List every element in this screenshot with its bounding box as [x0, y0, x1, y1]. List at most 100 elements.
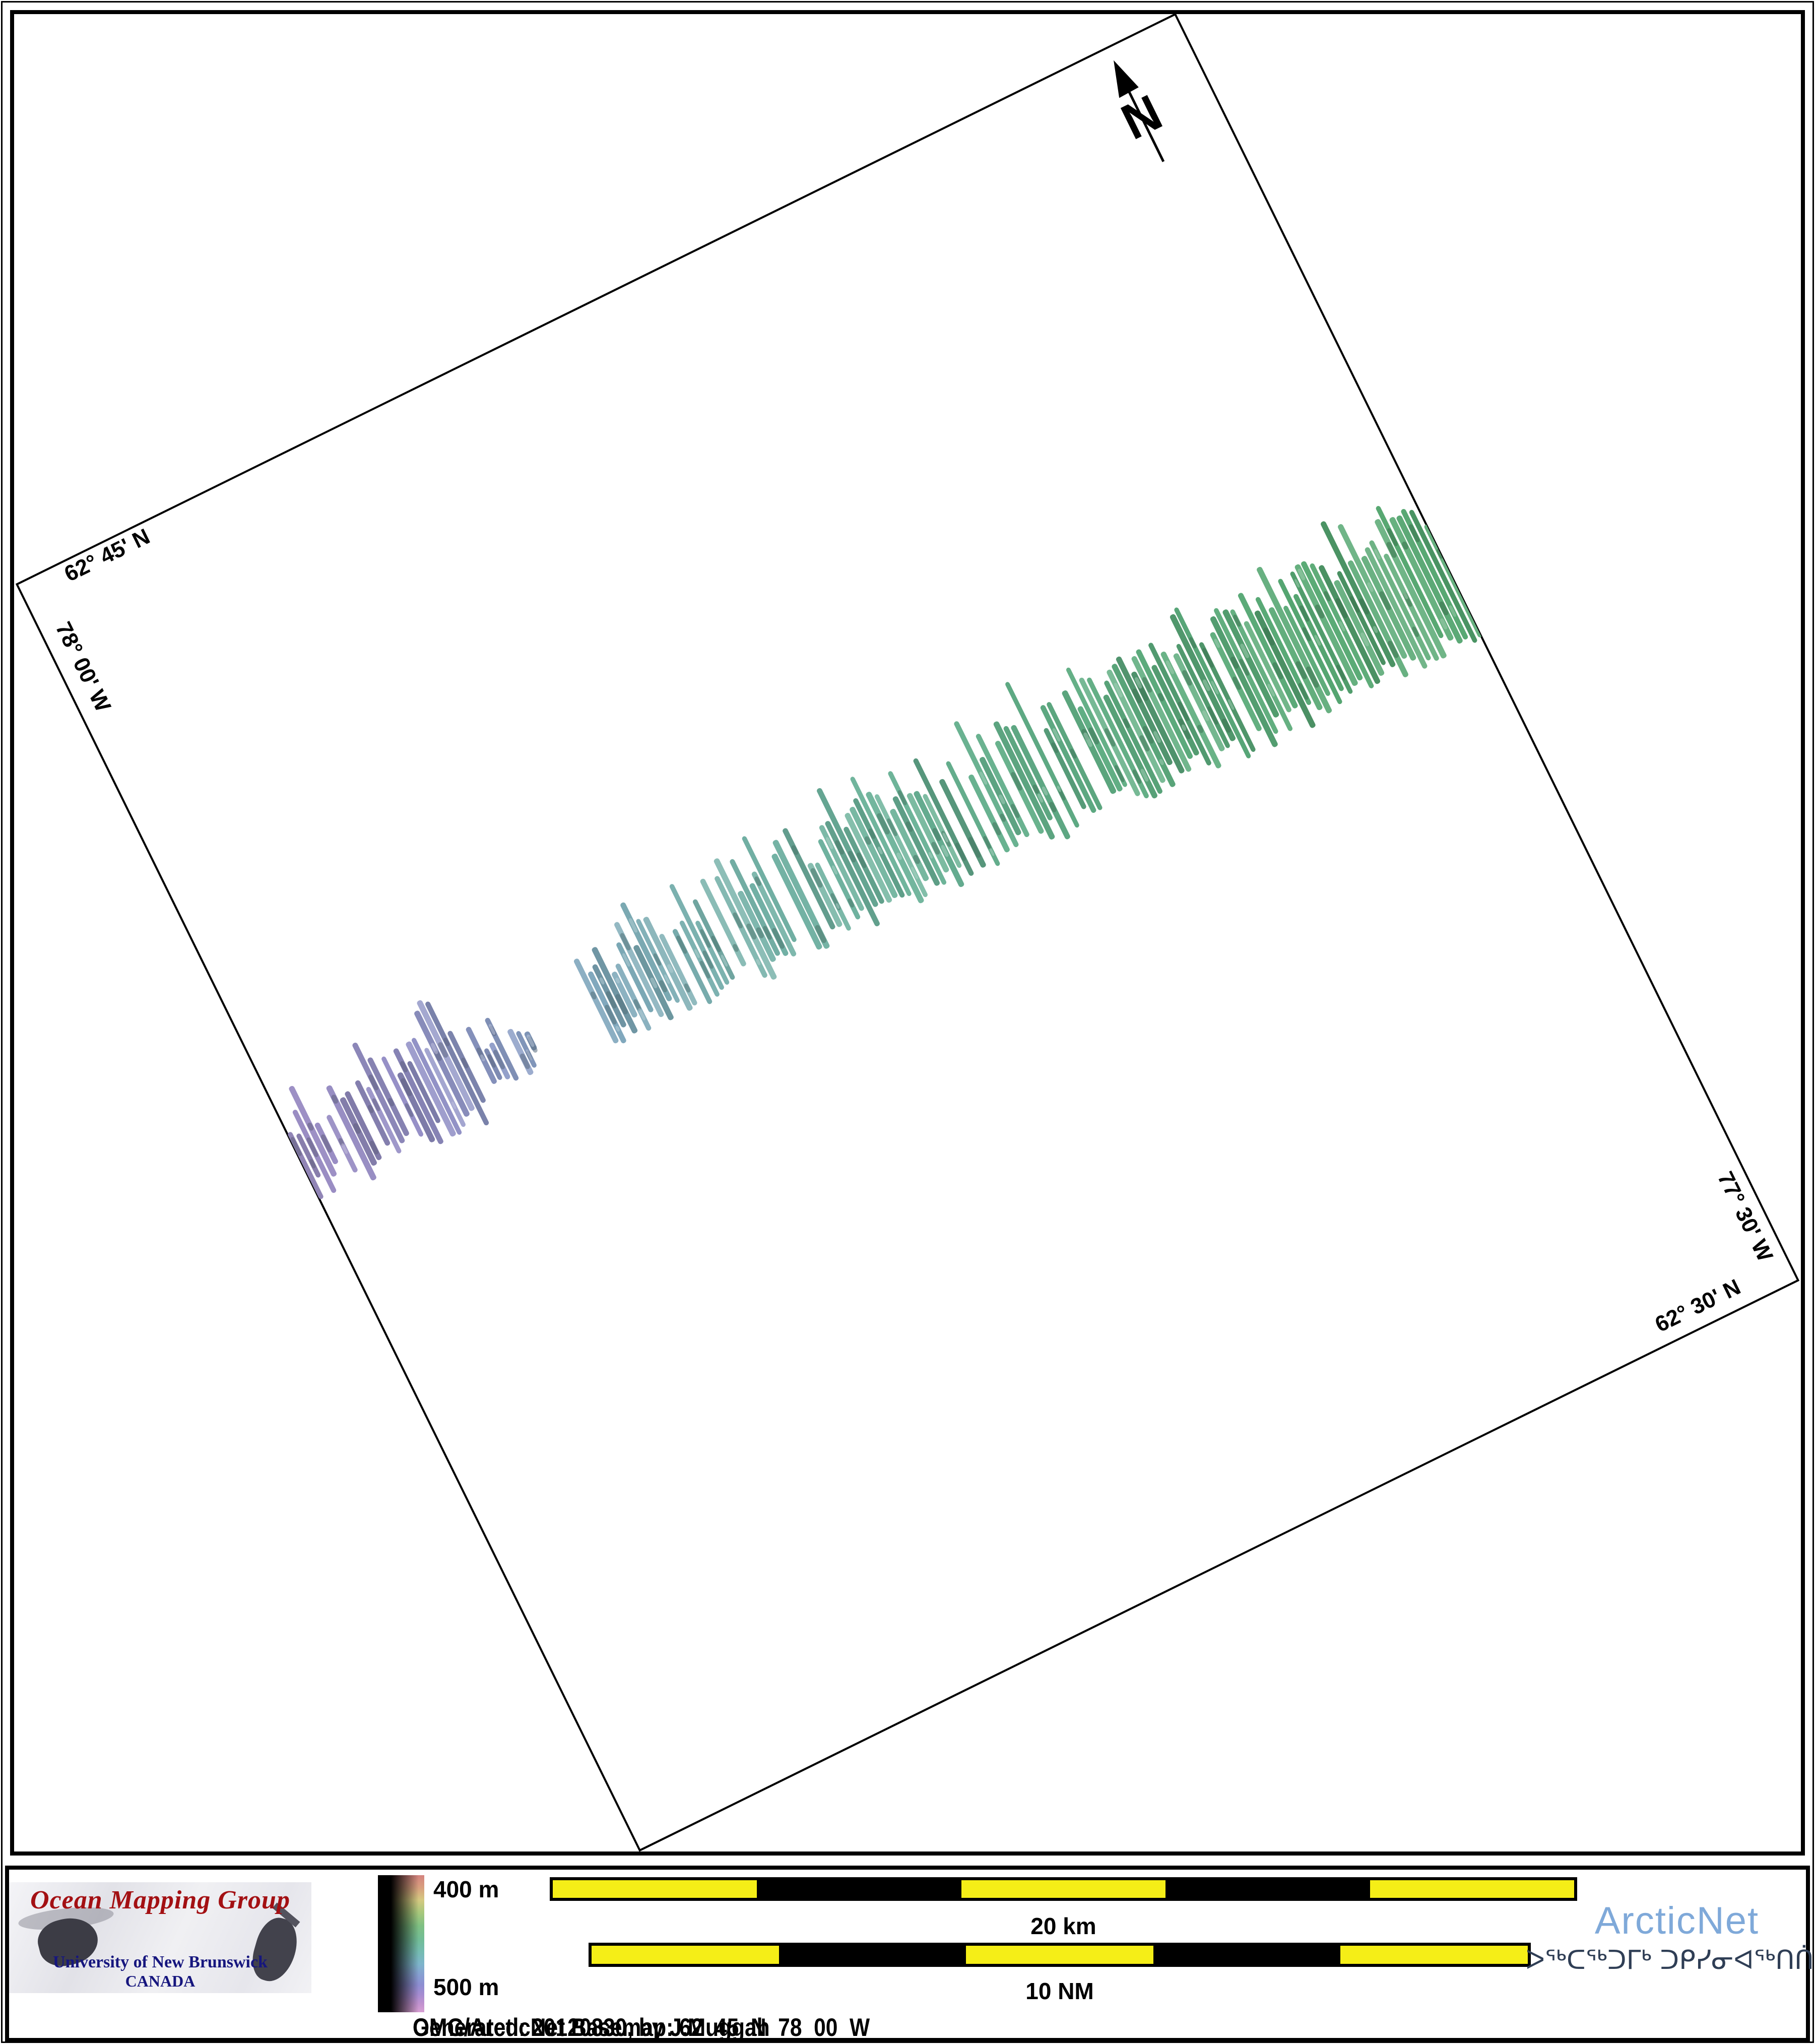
swath-texture-light: [1038, 793, 1044, 803]
swath-texture-dark: [1000, 813, 1006, 822]
swath-texture-dark: [401, 1078, 412, 1097]
swath-texture-dark: [1139, 735, 1150, 752]
swath-strip: [923, 794, 962, 868]
scale-bar-segment: [757, 1880, 961, 1898]
scale-bar-segment: [592, 1946, 779, 1964]
swath-texture-light: [979, 772, 988, 785]
swath-strip: [850, 777, 912, 897]
swath-texture-light: [1374, 549, 1381, 560]
swath-texture-light: [1367, 582, 1374, 592]
swath-texture-dark: [606, 991, 617, 1009]
swath-texture-dark: [1349, 596, 1360, 613]
swath-texture-dark: [367, 1105, 374, 1113]
swath-texture-light: [756, 959, 761, 966]
swath-texture-light: [599, 977, 605, 985]
swath-texture-dark: [1230, 657, 1239, 669]
swath-strip: [643, 917, 693, 1011]
swath-texture-dark: [1178, 701, 1189, 721]
swath-strip: [1384, 553, 1439, 661]
swath-texture-dark: [834, 840, 845, 855]
swath-texture-dark: [1197, 725, 1204, 733]
swath-texture-dark: [1336, 664, 1346, 681]
swath-texture-light: [1339, 621, 1345, 631]
swath-texture-light: [527, 1034, 535, 1047]
swath-texture-light: [877, 847, 883, 855]
swath-texture-dark: [791, 845, 799, 855]
swath-texture-dark: [868, 828, 876, 839]
swath-texture-light: [1360, 632, 1369, 647]
swath-texture-light: [488, 1024, 496, 1035]
swath-strip: [742, 836, 797, 942]
swath-texture-light: [1181, 724, 1187, 731]
swath-texture-light: [615, 977, 620, 984]
scale-bar-segment: [961, 1880, 1166, 1898]
swath-strip: [289, 1085, 337, 1177]
swath-texture-dark: [1386, 542, 1397, 558]
swath-strip: [1199, 642, 1256, 752]
swath-texture-dark: [1123, 718, 1130, 728]
swath-texture-light: [1114, 682, 1123, 697]
scale-bar-segment: [966, 1946, 1153, 1964]
swath-texture-light: [942, 833, 948, 843]
swath-texture-dark: [848, 898, 854, 908]
swath-texture-dark: [1207, 706, 1218, 725]
swath-strip: [1222, 609, 1279, 718]
swath-texture-dark: [699, 961, 710, 979]
swath-texture-dark: [620, 933, 631, 950]
swath-texture-light: [928, 852, 933, 859]
swath-strip: [1283, 606, 1330, 696]
swath-texture-light: [999, 794, 1005, 804]
swath-texture-dark: [756, 927, 764, 938]
swath-texture-light: [1057, 786, 1061, 792]
swath-texture-dark: [461, 1057, 469, 1068]
swath-texture-light: [451, 1101, 457, 1109]
swath-texture-light: [1211, 681, 1219, 694]
swath-strip: [1294, 564, 1358, 686]
swath-texture-dark: [1335, 598, 1348, 618]
swath-strip: [1136, 649, 1193, 759]
swath-texture-dark: [1182, 670, 1192, 686]
swath-texture-light: [1298, 568, 1306, 581]
swath-strip: [1301, 561, 1363, 681]
swath-texture-dark: [848, 851, 856, 863]
swath-strip: [850, 806, 898, 899]
swath-texture-dark: [983, 836, 992, 850]
swath-strip: [1244, 621, 1291, 713]
swath-texture-light: [1135, 677, 1142, 689]
swath-texture-dark: [659, 980, 668, 993]
swath-texture-light: [480, 1054, 485, 1061]
swath-texture-dark: [1051, 742, 1059, 753]
map-area: 62° 45' N 78° 00' W 77° 30' W 62° 30' N …: [10, 10, 1805, 1856]
swath-strip: [1319, 565, 1381, 684]
swath-texture-light: [825, 837, 833, 849]
swath-texture-light: [1373, 626, 1378, 633]
swath-strip: [355, 1080, 391, 1146]
swath-texture-dark: [615, 994, 628, 1014]
swath-texture-dark: [487, 1054, 496, 1068]
swath-texture-light: [615, 1026, 620, 1032]
swath-texture-light: [526, 1049, 533, 1061]
scale-bar-segment: [1165, 1880, 1370, 1898]
legend-panel: Ocean Mapping Group University of New Br…: [5, 1866, 1815, 2042]
swath-texture-dark: [1409, 524, 1420, 543]
swath-texture-dark: [633, 999, 641, 1011]
swath-strip: [1210, 616, 1278, 747]
depth-label-shallow: 400 m: [433, 1876, 499, 1902]
scale-bar-segment: [1153, 1946, 1341, 1964]
swath-strip: [1334, 580, 1385, 676]
swath-texture-dark: [1142, 726, 1154, 744]
swath-strip: [1107, 669, 1165, 783]
swath-texture-dark: [368, 1074, 378, 1091]
swath-texture-light: [622, 953, 630, 967]
swath-strip: [367, 1057, 409, 1136]
swath-texture-dark: [353, 1123, 361, 1134]
swath-texture-dark: [1306, 666, 1319, 688]
swath-texture-dark: [955, 843, 966, 861]
swath-texture-light: [694, 949, 700, 959]
swath-texture-dark: [1049, 802, 1057, 812]
swath-texture-dark: [331, 1095, 339, 1104]
swath-texture-dark: [913, 855, 920, 864]
swath-strip: [1238, 593, 1298, 709]
swath-texture-light: [835, 903, 840, 909]
swath-texture-dark: [605, 1004, 617, 1025]
